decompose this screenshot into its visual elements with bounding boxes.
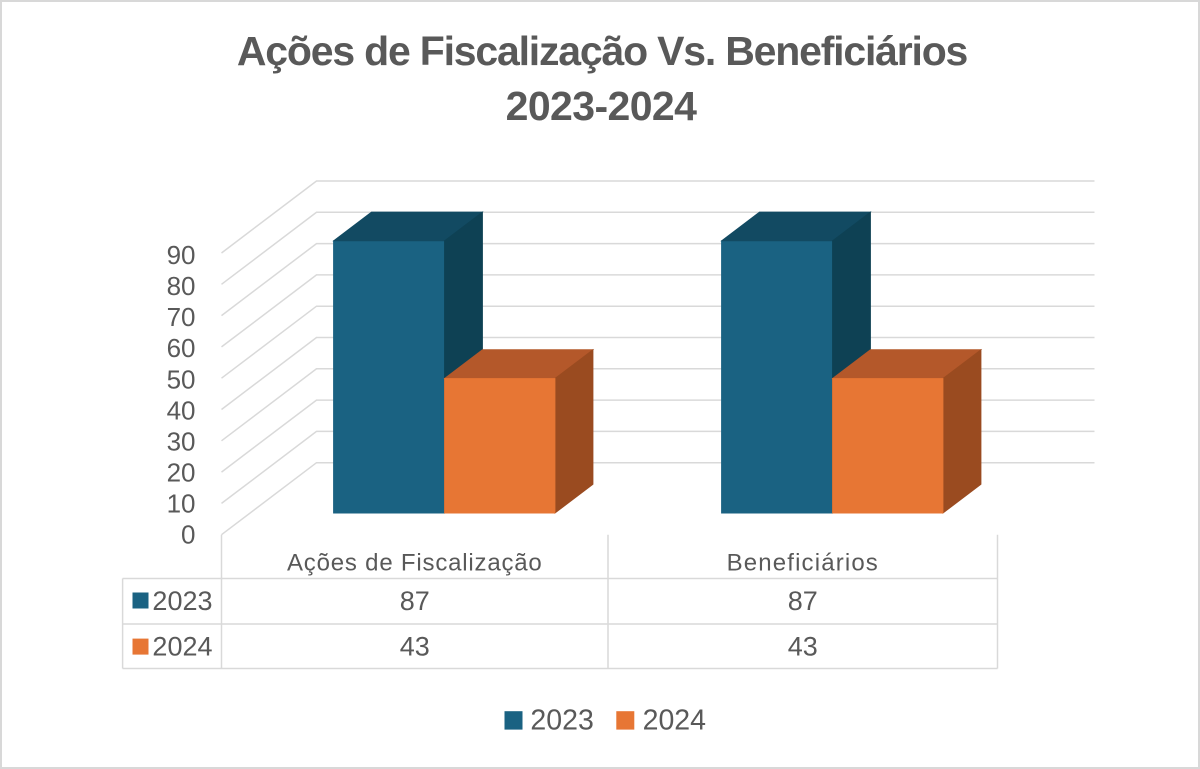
svg-text:10: 10	[167, 489, 196, 519]
svg-text:90: 90	[167, 240, 196, 270]
svg-text:2023: 2023	[530, 704, 593, 736]
svg-text:30: 30	[167, 426, 196, 456]
svg-text:0: 0	[181, 520, 195, 550]
svg-text:87: 87	[788, 586, 818, 616]
svg-text:80: 80	[167, 271, 196, 301]
svg-text:43: 43	[400, 632, 430, 662]
svg-text:70: 70	[167, 302, 196, 332]
svg-text:50: 50	[167, 364, 196, 394]
svg-text:2024: 2024	[152, 632, 212, 662]
svg-text:Ações de Fiscalização Vs. Bene: Ações de Fiscalização Vs. Beneficiários	[237, 28, 968, 74]
svg-text:Beneficiários: Beneficiários	[727, 550, 879, 577]
svg-text:60: 60	[167, 333, 196, 363]
svg-text:20: 20	[167, 457, 196, 487]
svg-text:2023-2024: 2023-2024	[506, 83, 697, 129]
svg-text:2023: 2023	[152, 586, 212, 616]
svg-text:2024: 2024	[643, 704, 707, 736]
svg-text:Ações de Fiscalização: Ações de Fiscalização	[287, 550, 543, 577]
svg-text:40: 40	[167, 395, 196, 425]
svg-text:87: 87	[400, 586, 430, 616]
svg-text:43: 43	[788, 632, 818, 662]
